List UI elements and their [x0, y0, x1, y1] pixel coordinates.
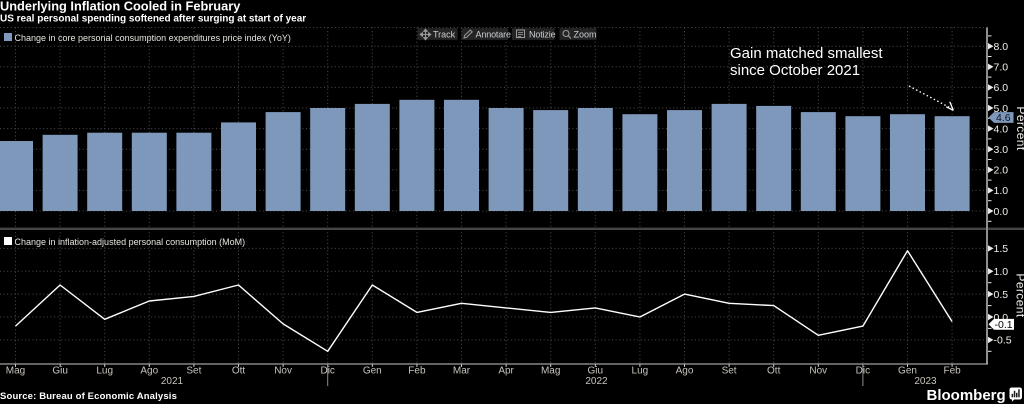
svg-text:Feb: Feb [943, 366, 961, 377]
svg-text:since October 2021: since October 2021 [730, 62, 860, 79]
svg-text:Mag: Mag [6, 366, 25, 377]
svg-text:US real personal spending soft: US real personal spending softened after… [0, 14, 306, 25]
svg-text:5.0: 5.0 [994, 103, 1009, 115]
svg-text:Ott: Ott [232, 366, 246, 377]
svg-text:Bloomberg: Bloomberg [927, 387, 1006, 404]
svg-text:7.0: 7.0 [994, 62, 1009, 74]
svg-text:Giu: Giu [52, 366, 68, 377]
svg-text:Feb: Feb [408, 366, 426, 377]
svg-text:1.5: 1.5 [994, 243, 1009, 255]
svg-text:-0.1: -0.1 [995, 319, 1013, 331]
svg-text:Ott: Ott [767, 366, 781, 377]
svg-text:Track: Track [433, 29, 456, 39]
svg-text:Set: Set [722, 366, 737, 377]
svg-text:2.0: 2.0 [994, 165, 1009, 177]
svg-text:0.0: 0.0 [994, 206, 1009, 218]
svg-text:4.6: 4.6 [996, 112, 1011, 124]
svg-text:Percent: Percent [1014, 106, 1024, 150]
svg-text:2023: 2023 [914, 376, 937, 387]
svg-text:Notizie: Notizie [529, 29, 556, 39]
svg-text:4.0: 4.0 [994, 123, 1009, 135]
svg-text:Underlying Inflation Cooled in: Underlying Inflation Cooled in February [0, 0, 241, 14]
svg-text:2022: 2022 [585, 376, 608, 387]
svg-text:Gen: Gen [898, 366, 917, 377]
svg-text:Nov: Nov [809, 366, 827, 377]
svg-text:-0.5: -0.5 [994, 335, 1012, 347]
svg-text:Source: Bureau of Economic Ana: Source: Bureau of Economic Analysis [0, 391, 177, 402]
svg-text:Ago: Ago [140, 366, 158, 377]
svg-text:Mar: Mar [453, 366, 471, 377]
svg-text:Lug: Lug [632, 366, 649, 377]
svg-text:Percent: Percent [1014, 273, 1024, 317]
svg-text:Gain matched smallest: Gain matched smallest [730, 45, 883, 62]
svg-text:Dic: Dic [320, 366, 334, 377]
svg-text:3.0: 3.0 [994, 144, 1009, 156]
svg-text:1.0: 1.0 [994, 185, 1009, 197]
svg-text:8.0: 8.0 [994, 41, 1009, 53]
svg-text:Dic: Dic [856, 366, 870, 377]
svg-text:Ago: Ago [676, 366, 694, 377]
svg-text:Gen: Gen [363, 366, 382, 377]
svg-text:Zoom: Zoom [574, 29, 597, 39]
svg-text:Set: Set [186, 366, 201, 377]
svg-text:Nov: Nov [274, 366, 292, 377]
svg-text:Change in core personal consum: Change in core personal consumption expe… [15, 33, 291, 43]
svg-text:Lug: Lug [96, 366, 113, 377]
svg-text:1.0: 1.0 [994, 266, 1009, 278]
svg-text:Annotare: Annotare [476, 29, 511, 39]
svg-text:Giu: Giu [588, 366, 604, 377]
svg-text:Apr: Apr [498, 366, 514, 377]
svg-text:0.5: 0.5 [994, 289, 1009, 301]
svg-text:Mag: Mag [541, 366, 560, 377]
svg-text:Change in inflation-adjusted p: Change in inflation-adjusted personal co… [15, 237, 246, 247]
svg-text:6.0: 6.0 [994, 82, 1009, 94]
svg-text:2021: 2021 [161, 376, 184, 387]
